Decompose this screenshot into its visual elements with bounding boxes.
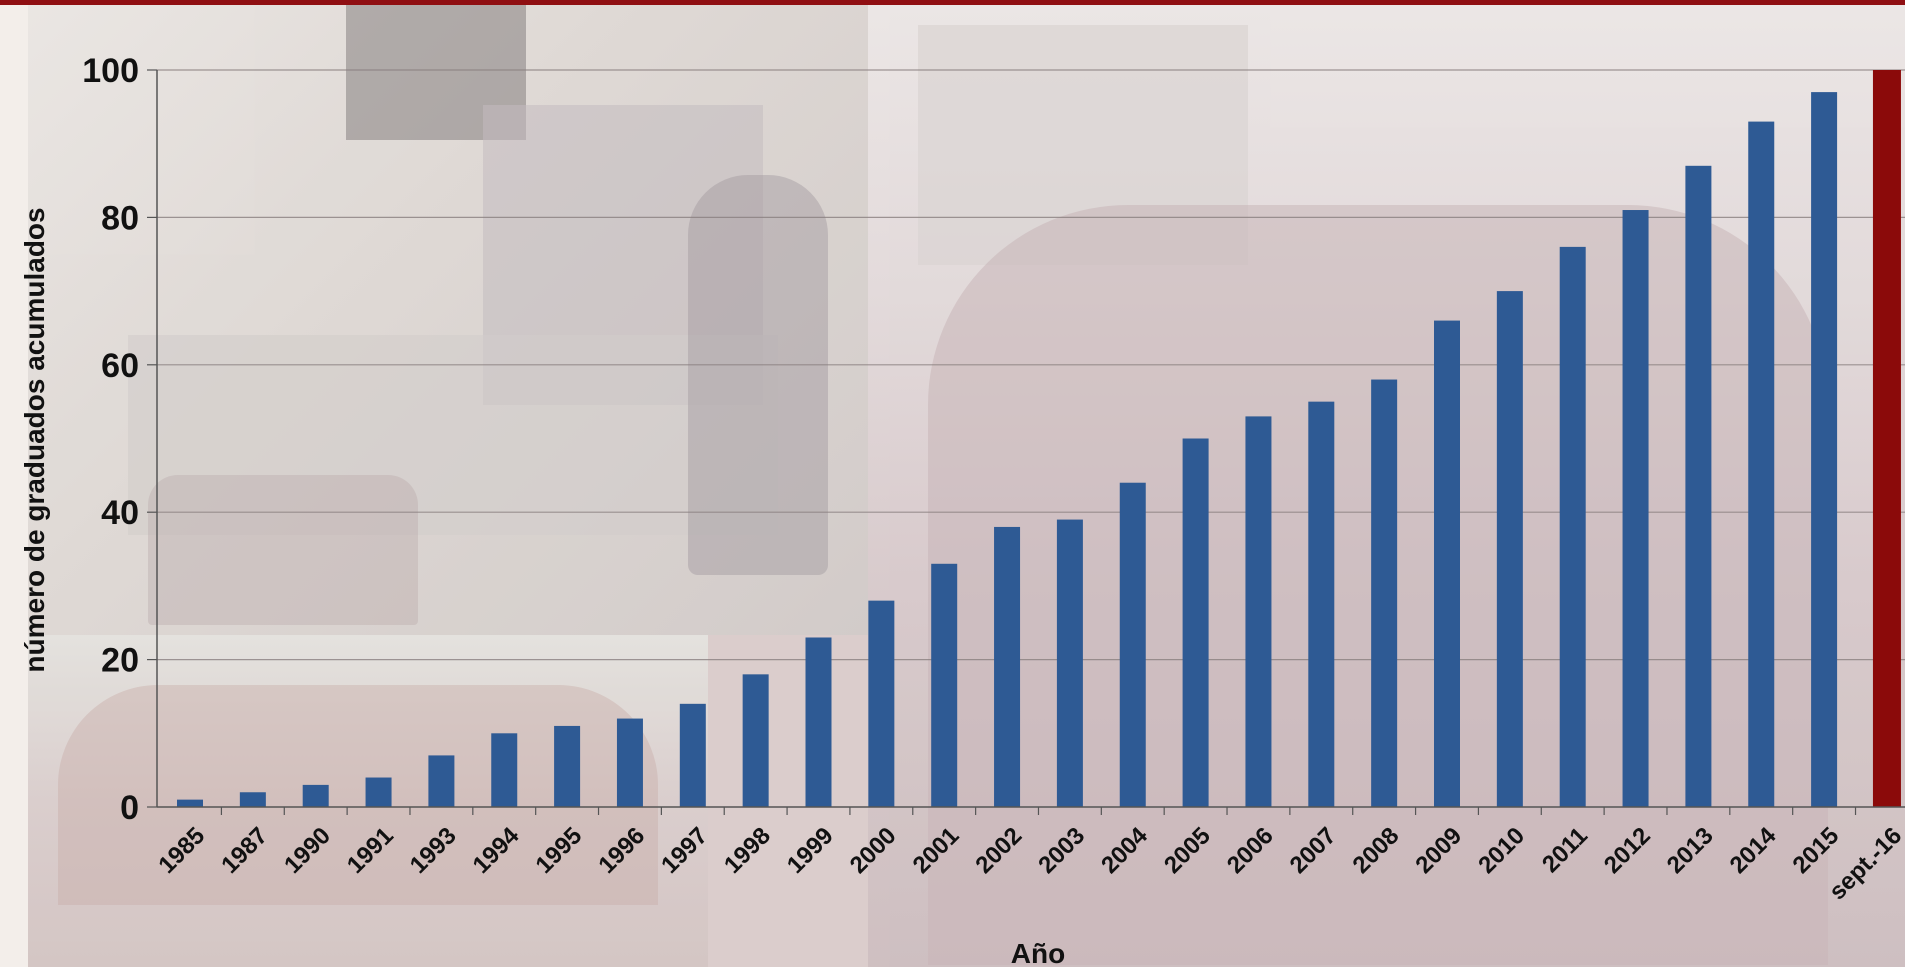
- x-tick-label: 2010: [1473, 822, 1530, 879]
- x-tick-label: 1993: [405, 822, 462, 879]
- group-photo-middle: [708, 635, 868, 967]
- x-tick-label: 1994: [468, 822, 525, 879]
- x-tick-label: 2002: [970, 822, 1027, 879]
- x-tick-label: 1991: [342, 822, 399, 879]
- bar: [365, 777, 392, 807]
- top-accent-bar: [0, 0, 1905, 5]
- x-tick-label: 2013: [1662, 822, 1719, 879]
- x-tick-label: 2003: [1033, 822, 1090, 879]
- lab-bench: [128, 335, 778, 535]
- x-tick-label: 2011: [1537, 822, 1593, 878]
- x-tick-label: 1995: [530, 822, 587, 879]
- x-tick-label: 2009: [1410, 822, 1467, 879]
- bar: [1811, 92, 1838, 808]
- bar: [491, 733, 518, 807]
- bar: [805, 637, 832, 807]
- bar: [1748, 121, 1775, 808]
- x-tick-label: 2014: [1725, 822, 1782, 879]
- bar-highlighted: [1872, 70, 1901, 807]
- x-tick-label: 2005: [1159, 822, 1216, 879]
- bar: [994, 526, 1021, 807]
- y-tick-label: 60: [101, 347, 139, 385]
- bar: [868, 600, 895, 807]
- bar: [1056, 519, 1083, 807]
- y-tick-label: 40: [101, 494, 139, 532]
- bar: [742, 674, 769, 807]
- x-tick-label: 2008: [1348, 822, 1405, 879]
- lab-photo: [28, 5, 868, 635]
- x-tick-label: 1999: [782, 822, 839, 879]
- x-tick-label: 2000: [845, 822, 902, 879]
- person-figure: [688, 175, 828, 575]
- bar: [679, 703, 706, 807]
- bar: [1371, 379, 1398, 807]
- bar: [616, 718, 643, 807]
- bar: [931, 563, 958, 807]
- lab-chair: [148, 475, 418, 625]
- x-tick-label: 1997: [656, 822, 713, 879]
- y-tick-label: 80: [101, 199, 139, 237]
- x-tick-label: 2012: [1599, 822, 1656, 879]
- bar: [1685, 165, 1712, 807]
- x-tick-label: 1998: [719, 822, 776, 879]
- x-tick-label: 1985: [153, 822, 210, 879]
- bar: [1434, 320, 1460, 807]
- x-tick-label: 1987: [216, 822, 273, 879]
- x-axis-title: Año: [1011, 938, 1065, 967]
- x-tick-label: 2001: [908, 822, 965, 879]
- bar: [239, 792, 266, 807]
- bar: [1245, 416, 1272, 807]
- x-tick-label: 2006: [1222, 822, 1279, 879]
- bar: [1559, 246, 1586, 807]
- bar: [554, 725, 581, 807]
- x-tick-label: 2007: [1285, 822, 1342, 879]
- bar: [1182, 438, 1209, 807]
- x-tick-label: 1996: [593, 822, 650, 879]
- bar: [177, 799, 203, 807]
- y-tick-label: 100: [82, 52, 139, 90]
- lab-poster: [346, 5, 526, 140]
- y-tick-label: 0: [120, 789, 139, 827]
- bar: [1622, 210, 1649, 807]
- bar: [302, 784, 329, 807]
- bar: [1119, 482, 1146, 807]
- x-tick-label: 2015: [1787, 822, 1844, 879]
- bar: [1308, 401, 1335, 807]
- x-tick-label: 2004: [1096, 822, 1153, 879]
- bar: [428, 755, 455, 807]
- y-axis-title: número de graduados acumulados: [19, 207, 50, 672]
- bar: [1496, 291, 1523, 808]
- x-tick-label: 1990: [279, 822, 336, 879]
- y-tick-label: 20: [101, 642, 139, 680]
